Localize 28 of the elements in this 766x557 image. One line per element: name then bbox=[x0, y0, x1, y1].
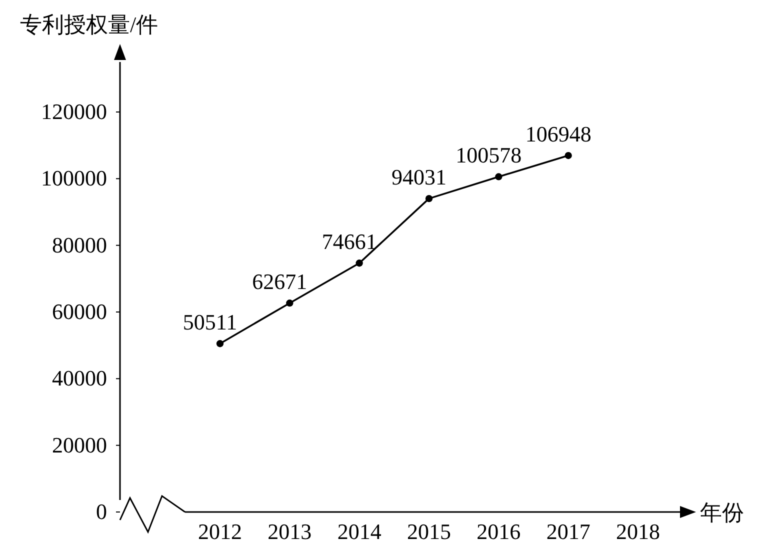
point bbox=[564, 152, 572, 160]
y-tick-label: 40000 bbox=[52, 366, 107, 391]
x-tick-label: 2016 bbox=[476, 519, 521, 544]
x-tick-label: 2014 bbox=[337, 519, 382, 544]
x-tick-label: 2018 bbox=[616, 519, 660, 544]
data-label: 100578 bbox=[456, 142, 522, 168]
y-tick-label: 80000 bbox=[52, 232, 107, 258]
y-tick-label: 60000 bbox=[52, 299, 107, 324]
x-axis-title: 年份 bbox=[700, 500, 744, 525]
x-tick-label: 2017 bbox=[546, 519, 590, 544]
point bbox=[356, 260, 363, 267]
point bbox=[425, 195, 433, 202]
x-tick-label: 2015 bbox=[407, 519, 451, 544]
data-label: 62671 bbox=[252, 269, 308, 294]
data-label: 50511 bbox=[182, 310, 238, 335]
point bbox=[216, 340, 224, 348]
x-tick-label: 2012 bbox=[198, 519, 242, 544]
y-tick-label: 100000 bbox=[41, 166, 107, 191]
data-label: 106948 bbox=[525, 122, 592, 147]
point bbox=[286, 300, 294, 307]
data-label: 74661 bbox=[322, 229, 377, 254]
y-tick-label: 120000 bbox=[41, 99, 107, 124]
x-tick-label: 2013 bbox=[268, 519, 312, 544]
y-tick-label: 20000 bbox=[52, 432, 107, 458]
y-tick-label: 0 bbox=[96, 499, 107, 524]
y-axis-title: 专利授权量/件 bbox=[20, 12, 158, 37]
data-label: 94031 bbox=[392, 164, 446, 190]
point bbox=[495, 173, 502, 180]
